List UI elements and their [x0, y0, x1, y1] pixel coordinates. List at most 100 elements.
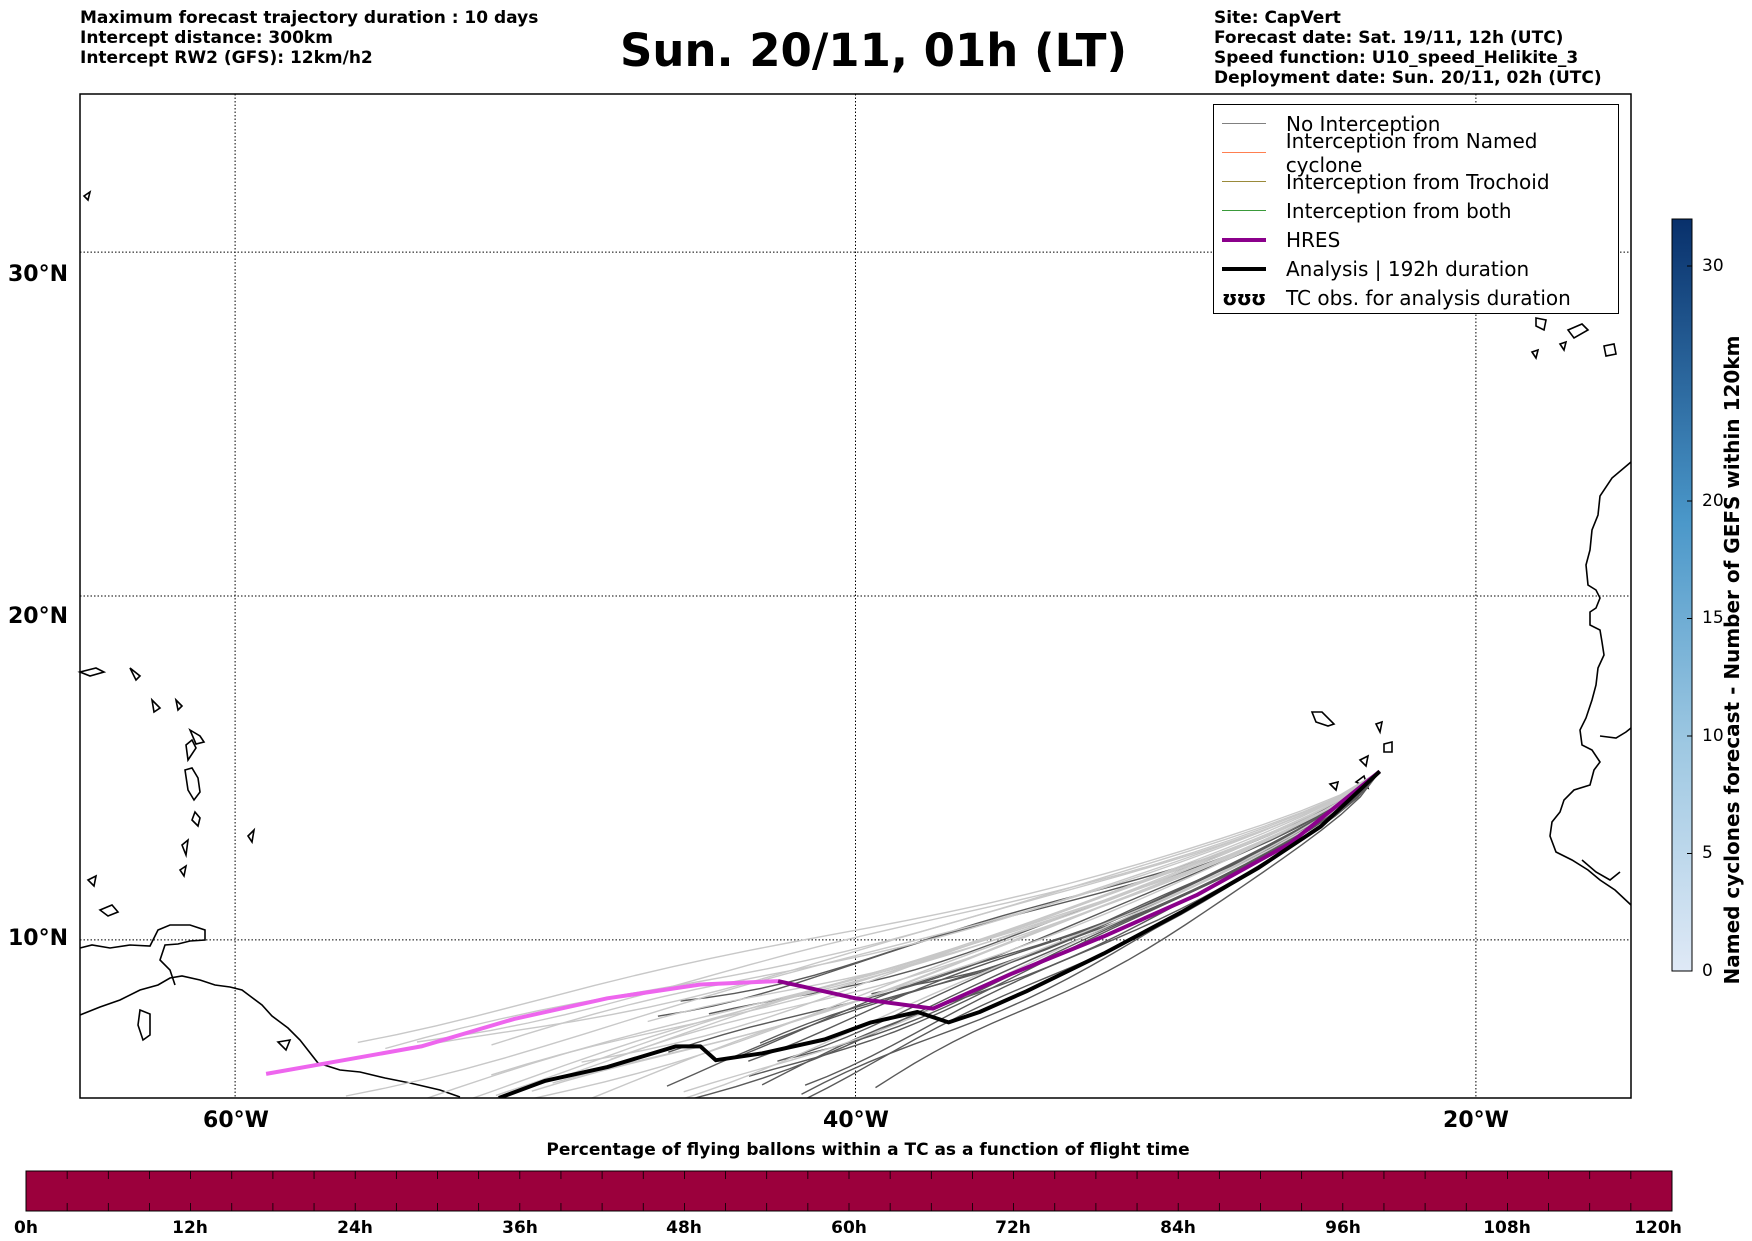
- ensemble-trajectory-line: [682, 770, 1381, 1098]
- island-lesser-antilles-2: [185, 738, 197, 763]
- ensemble-trajectory-line: [742, 770, 1381, 1056]
- legend-label: HRES: [1286, 227, 1341, 252]
- ensemble-trajectory-line: [683, 770, 1381, 1093]
- legend-item-tc-obs: ʊʊʊ TC obs. for analysis duration: [1214, 283, 1618, 312]
- timebar-tick: 120h: [1634, 1218, 1682, 1238]
- legend-label: Interception from both: [1286, 198, 1512, 223]
- island-leewards-4: [174, 697, 184, 712]
- lat-tick-10n: 10°N: [8, 926, 69, 951]
- colorbar-tick: 5: [1702, 843, 1713, 863]
- island-capvert-6: [1374, 720, 1384, 735]
- param-max-duration: Maximum forecast trajectory duration : 1…: [80, 8, 539, 28]
- speed-function: Speed function: U10_speed_Helikite_3: [1214, 48, 1579, 68]
- ensemble-trajectory-line: [493, 770, 1381, 1098]
- timebar-tick: 60h: [831, 1218, 867, 1238]
- map-title: Sun. 20/11, 01h (LT): [620, 24, 1128, 77]
- legend-swatch-analysis: [1222, 266, 1266, 271]
- ensemble-trajectory-line: [875, 770, 1381, 1089]
- island-capvert-5: [1328, 780, 1340, 792]
- timebar-tick: 72h: [995, 1218, 1031, 1238]
- flight-time-bar-ticks: [25, 1171, 1673, 1211]
- colorbar-tick: 10: [1702, 726, 1724, 746]
- map-frame: [79, 93, 1632, 1099]
- tc-obs-symbol-icon: ʊʊʊ: [1222, 285, 1266, 310]
- ensemble-trajectory-line: [428, 770, 1381, 1045]
- coast-africa-inlets: [1599, 727, 1632, 739]
- legend-label: TC obs. for analysis duration: [1286, 285, 1571, 310]
- coastlines: [77, 190, 1632, 1098]
- site-info: Site: CapVert Forecast date: Sat. 19/11,…: [1214, 8, 1602, 88]
- legend-label: Interception from Trochoid: [1286, 169, 1550, 194]
- ensemble-trajectory-line: [532, 770, 1381, 1098]
- island-lesser-antilles-1: [184, 767, 201, 802]
- legend-swatch-no-interception: [1222, 123, 1266, 124]
- site-name: Site: CapVert: [1214, 8, 1341, 28]
- ensemble-trajectory-line: [416, 770, 1381, 1043]
- legend-item-trochoid: Interception from Trochoid: [1214, 167, 1618, 196]
- coast-africa-islands: [1581, 859, 1621, 881]
- island-canary-2: [1566, 323, 1590, 340]
- island-canary-3: [1603, 343, 1617, 357]
- hres-trajectory-far: [265, 979, 779, 1076]
- legend-swatch-trochoid: [1222, 181, 1266, 182]
- island-capvert-2: [1358, 754, 1370, 768]
- lon-tick-60w: 60°W: [203, 1108, 269, 1133]
- lon-tick-20w: 20°W: [1443, 1108, 1509, 1133]
- island-canary-1: [1535, 317, 1547, 332]
- forecast-date: Forecast date: Sat. 19/11, 12h (UTC): [1214, 28, 1564, 48]
- lat-tick-20n: 20°N: [8, 604, 69, 629]
- island-lesser-antilles-4: [181, 838, 190, 859]
- legend-label: Interception from Named cyclone: [1285, 128, 1538, 177]
- legend-item-hres: HRES: [1214, 225, 1618, 254]
- legend-item-named-cyclone: Interception from Named cyclone: [1214, 129, 1618, 177]
- lat-tick-30n: 30°N: [8, 262, 69, 287]
- colorbar-tick: 20: [1702, 491, 1724, 511]
- coast-south-america: [79, 975, 461, 1098]
- island-capvert-1: [1310, 711, 1336, 727]
- colorbar-tick: 30: [1702, 256, 1724, 276]
- ensemble-trajectory-line: [357, 770, 1381, 1044]
- legend-item-no-interception: No Interception: [1214, 109, 1618, 138]
- island-leewards: [77, 667, 107, 677]
- ensemble-trajectory-line: [491, 770, 1381, 1076]
- legend-swatch-hres: [1222, 237, 1266, 242]
- timebar-title: Percentage of flying ballons within a TC…: [546, 1140, 1190, 1160]
- timebar-tick: 84h: [1160, 1218, 1196, 1238]
- legend-label: Analysis | 192h duration: [1286, 256, 1530, 281]
- island-leewards-6: [86, 874, 98, 888]
- param-intercept-distance: Intercept distance: 300km: [80, 28, 333, 48]
- legend-swatch-named-cyclone: [1222, 152, 1266, 153]
- ensemble-trajectory-line: [692, 770, 1381, 1098]
- ensemble-trajectory-line: [590, 770, 1381, 1098]
- legend-item-analysis: Analysis | 192h duration: [1214, 254, 1618, 283]
- legend-label: No Interception: [1286, 111, 1441, 136]
- island-trinidad: [137, 1008, 151, 1042]
- param-intercept-rw2: Intercept RW2 (GFS): 12km/h2: [80, 48, 373, 68]
- colorbar-tick-marks: [1687, 265, 1692, 972]
- island-azores-small: [82, 190, 92, 202]
- main-trajectories: [265, 769, 1382, 1098]
- timebar-tick: 36h: [502, 1218, 538, 1238]
- ensemble-trajectory-line: [345, 770, 1381, 1097]
- island-lesser-antilles-6: [178, 864, 188, 879]
- legend-swatch-both: [1222, 210, 1266, 211]
- island-leewards-5: [98, 904, 120, 917]
- timebar-tick: 24h: [337, 1218, 373, 1238]
- ensemble-trajectory-line: [647, 770, 1381, 1023]
- lon-tick-40w: 40°W: [823, 1108, 889, 1133]
- ensemble-trajectory-line: [385, 770, 1381, 1050]
- island-canary-5: [1530, 348, 1540, 360]
- timebar-tick: 0h: [14, 1218, 38, 1238]
- timebar-tick: 48h: [666, 1218, 702, 1238]
- island-guadeloupe: [246, 827, 256, 845]
- named-cyclones-colorbar: [1671, 218, 1693, 972]
- colorbar-label: Named cyclones forecast - Number of GEFS…: [1720, 335, 1744, 985]
- colorbar-tick: 15: [1702, 608, 1724, 628]
- island-lesser-antilles-3: [188, 728, 206, 745]
- map-legend: No Interception Interception from Named …: [1213, 104, 1619, 314]
- island-leewards-2: [129, 667, 142, 682]
- island-leewards-3: [150, 697, 162, 714]
- timebar-tick: 96h: [1325, 1218, 1361, 1238]
- timebar-tick: 12h: [172, 1218, 208, 1238]
- deployment-date: Deployment date: Sun. 20/11, 02h (UTC): [1214, 68, 1602, 88]
